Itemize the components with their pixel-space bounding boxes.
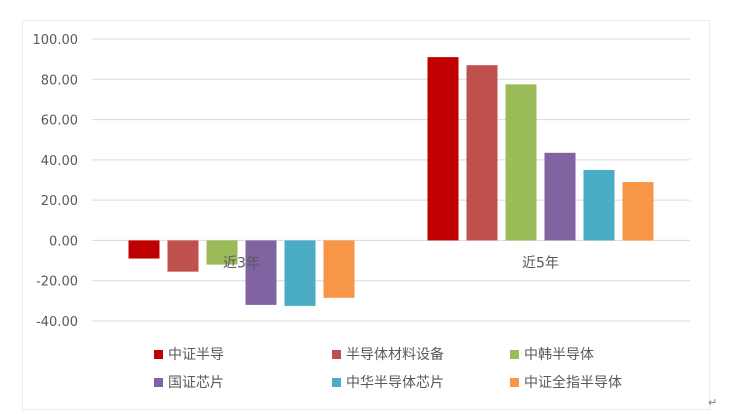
y-tick-label: 20.00 (41, 194, 78, 209)
legend-label: 国证芯片 (168, 375, 224, 391)
legend-label: 中韩半导体 (524, 347, 594, 363)
legend-item: 中证全指半导体 (486, 372, 636, 392)
legend-label: 半导体材料设备 (346, 347, 444, 363)
bar (427, 57, 459, 241)
bar (505, 84, 537, 241)
legend-label: 中华半导体芯片 (346, 375, 444, 391)
legend-swatch (510, 349, 519, 359)
bar (466, 65, 498, 241)
legend-swatch (332, 377, 341, 387)
paragraph-return-mark: ↵ (708, 396, 718, 409)
bar (323, 240, 355, 298)
legend-swatch (154, 377, 163, 387)
y-tick-label: 40.00 (41, 154, 78, 169)
y-tick-label: 0.00 (49, 234, 78, 249)
legend-item: 国证芯片 (130, 372, 308, 392)
y-tick-label: -20.00 (36, 275, 78, 290)
chart-legend: 中证半导 半导体材料设备 中韩半导体 国证芯片 中华半导体芯片 中证全指半导体 (130, 344, 636, 392)
bar (544, 152, 576, 241)
legend-item: 中华半导体芯片 (308, 372, 486, 392)
bar (206, 240, 238, 265)
chart-frame (22, 20, 710, 410)
y-tick-label: 100.00 (33, 33, 79, 48)
x-category-label: 近5年 (522, 255, 559, 271)
y-tick-label: 80.00 (41, 73, 78, 88)
legend-swatch (154, 349, 163, 359)
bar (622, 182, 654, 241)
legend-swatch (510, 377, 519, 387)
bar (245, 240, 277, 305)
legend-item: 半导体材料设备 (308, 344, 486, 364)
x-category-label: 近3年 (223, 255, 260, 271)
bar (284, 240, 316, 306)
bar (128, 240, 160, 259)
y-tick-label: -40.00 (36, 315, 78, 330)
legend-item: 中证半导 (130, 344, 308, 364)
legend-swatch (332, 349, 341, 359)
legend-item: 中韩半导体 (486, 344, 636, 364)
bar (167, 240, 199, 272)
legend-label: 中证半导 (168, 347, 224, 363)
y-tick-label: 60.00 (41, 114, 78, 129)
bar (583, 169, 615, 241)
legend-label: 中证全指半导体 (524, 375, 622, 391)
